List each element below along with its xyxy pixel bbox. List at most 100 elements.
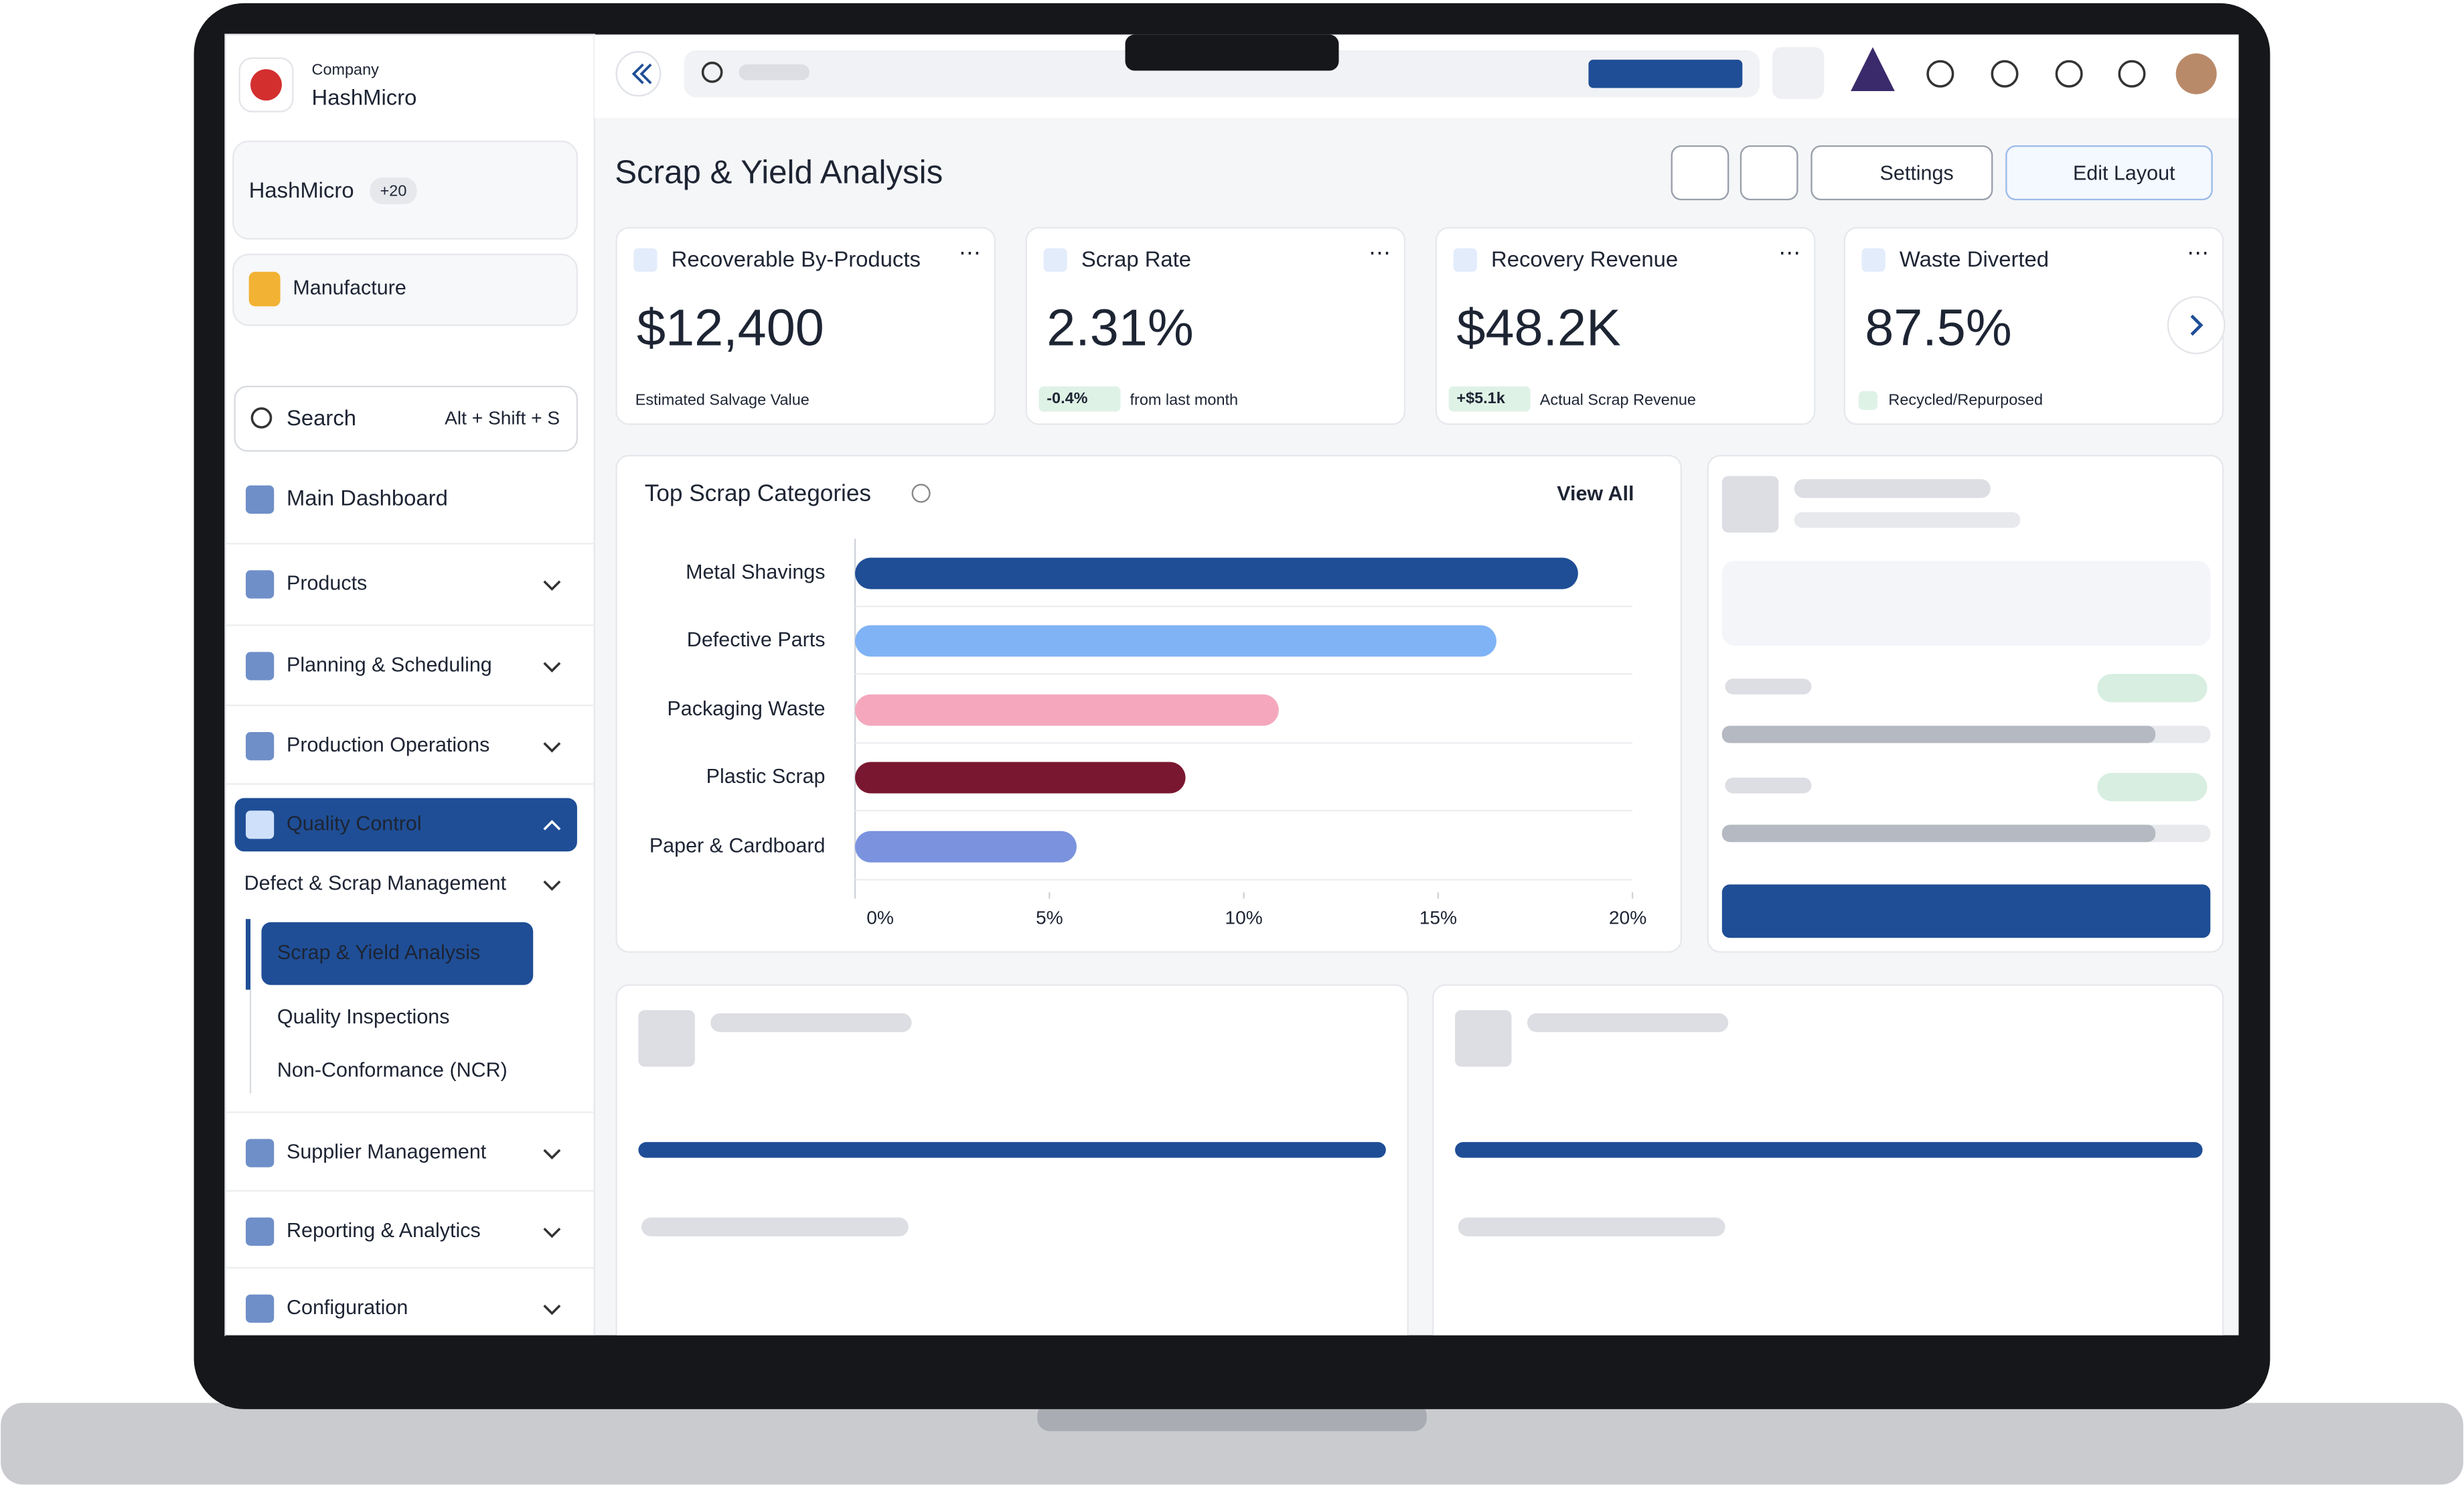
collapse-icon [631,63,652,84]
search-placeholder: Search [287,405,356,430]
submenu-rail [246,919,251,990]
placeholder [641,1217,909,1236]
laptop-base [1,1403,2463,1485]
placeholder [1721,825,2156,843]
kpi-menu: ⋯ [1778,240,1800,265]
chevron [543,820,561,831]
search-icon [250,407,273,429]
next-button[interactable] [2167,296,2226,354]
company-name[interactable]: HashMicro [312,84,417,109]
category-label: Plastic Scrap [706,765,826,788]
kpi-badge: -0.4% [1047,389,1087,407]
download-icon[interactable] [1926,60,1954,88]
menu-icon [246,810,275,839]
menu-item[interactable]: Production Operations [287,733,489,756]
active-menu-bg [234,798,577,852]
menu-item[interactable]: Quality Control [287,812,422,835]
avatar[interactable] [2175,53,2217,94]
menu-item[interactable]: Main Dashboard [287,486,448,510]
kpi-note: Estimated Salvage Value [635,390,810,408]
settings-label: Settings [1880,161,1954,184]
kpi-icon [1453,248,1477,272]
bell-icon[interactable] [2055,60,2083,88]
bar[interactable] [855,762,1186,794]
sidebar-search[interactable] [234,385,579,452]
category-label: Packaging Waste [667,697,825,720]
workspace: HashMicro [249,177,354,202]
submenu-item[interactable]: Non-Conformance (NCR) [277,1059,508,1082]
view-all-link[interactable]: View All [1557,482,1634,505]
menu-item[interactable]: Supplier Management [287,1141,487,1163]
sidebar [224,33,595,1336]
submenu-group[interactable]: Defect & Scrap Management [244,872,507,895]
bar[interactable] [855,557,1578,589]
module: Manufacture [293,277,406,299]
kpi-card [615,226,996,425]
card [1707,455,2224,953]
menu-icon [246,1217,275,1246]
edit-layout-label: Edit Layout [2073,161,2175,184]
page-title: Scrap & Yield Analysis [615,153,943,190]
kpi-menu: ⋯ [959,240,981,265]
screen-bottom [225,1335,2239,1407]
present-button[interactable] [1671,145,1729,201]
menu-item[interactable]: Planning & Scheduling [287,654,492,676]
logo-mark [250,69,282,101]
badge-bg [370,177,417,204]
module-box[interactable] [232,253,579,326]
wizard-icon[interactable] [1851,47,1895,92]
print-button[interactable] [1740,145,1798,201]
bar[interactable] [855,625,1496,657]
bar[interactable] [855,831,1077,863]
menu-icon [246,1139,275,1167]
x-tick-label: 20% [1609,908,1646,928]
placeholder [638,1142,1386,1158]
top-search[interactable] [684,50,1760,98]
placeholder [1455,1142,2203,1158]
chevron [543,880,561,891]
x-tick-label: 5% [1036,908,1063,928]
chevron [543,662,561,673]
search-icon [701,62,723,83]
menu-item[interactable]: Reporting & Analytics [287,1219,481,1242]
next-icon [2190,314,2204,336]
skeleton-card [1707,455,2224,953]
edit-layout-button[interactable] [2005,145,2213,201]
placeholder [1721,884,2211,938]
menu-item[interactable]: Products [287,572,367,595]
bar[interactable] [855,694,1279,726]
kpi-title: Recovery Revenue [1491,246,1678,271]
chevron [543,1227,561,1238]
settings-button[interactable] [1811,145,1993,201]
category-label: Defective Parts [687,628,826,651]
x-tick-label: 10% [1225,908,1262,928]
collapse-button[interactable] [615,51,662,97]
menu-icon [246,570,275,599]
active-submenu-bg [261,922,534,985]
placeholder [2097,772,2208,802]
help-icon[interactable] [1991,60,2019,88]
placeholder [1455,1010,1512,1067]
kpi-badge-bg [1448,386,1531,412]
kpi-note: Recycled/Repurposed [1888,390,2043,408]
settings-icon[interactable] [2118,60,2146,88]
kpi-value: $12,400 [637,299,824,356]
filter-chip[interactable] [1588,60,1743,88]
category-label: Paper & Cardboard [649,834,826,857]
card [1432,984,2224,1363]
chevron [543,580,561,591]
placeholder [1458,1217,1725,1236]
placeholder [2097,674,2208,703]
placeholder [1721,725,2156,743]
kpi-menu: ⋯ [2187,240,2209,265]
menu-icon [246,732,275,761]
submenu-item[interactable]: Quality Inspections [277,1005,450,1028]
placeholder [1527,1013,1729,1033]
chevron [543,742,561,753]
info-icon[interactable] [911,484,931,503]
menu-item[interactable]: Configuration [287,1296,408,1319]
card [615,984,1409,1363]
adjust-button[interactable] [1772,47,1825,99]
camera-notch [1125,34,1339,71]
submenu-item[interactable]: Scrap & Yield Analysis [277,941,480,964]
